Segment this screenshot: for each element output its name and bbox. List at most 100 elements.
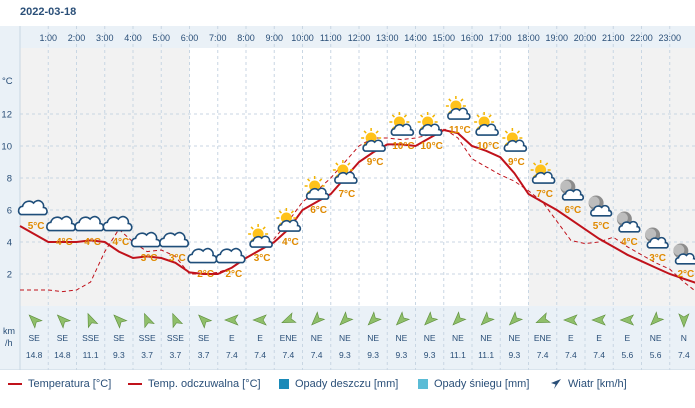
temperature-label: 10°C	[392, 141, 414, 152]
wind-arrow-icon	[395, 311, 411, 326]
wind-arrow-icon	[311, 311, 326, 326]
wind-unit-bottom: /h	[5, 338, 13, 348]
wind-speed-label: 9.3	[508, 350, 520, 360]
temperature-label: 3°C	[169, 253, 186, 264]
wind-speed-label: 7.4	[254, 350, 266, 360]
wind-direction-label: SSE	[167, 333, 184, 343]
hour-label: 3:00	[96, 33, 114, 43]
wind-arrow-icon	[172, 312, 184, 329]
legend-temperature-label: Temperatura [°C]	[28, 378, 112, 390]
cloud-icon	[74, 215, 105, 232]
y-tick-label: 6	[7, 206, 12, 217]
hour-label: 11:00	[320, 33, 342, 43]
hour-label: 10:00	[291, 33, 314, 43]
y-tick-label: 4	[7, 238, 12, 249]
legend-snow: Opady śniegu [mm]	[418, 378, 529, 390]
wind-direction-label: E	[596, 333, 602, 343]
hour-column	[585, 48, 614, 306]
temperature-label: 2°C	[677, 269, 694, 280]
wind-speed-label: 9.3	[424, 350, 436, 360]
wind-direction-label: NE	[395, 333, 407, 343]
wind-arrow-icon	[551, 379, 561, 389]
y-axis-unit: °C	[2, 76, 13, 87]
wind-direction-label: E	[257, 333, 263, 343]
temperature-label: 2°C	[225, 269, 242, 280]
wind-direction-label: E	[625, 333, 631, 343]
wind-direction-label: NE	[480, 333, 492, 343]
hour-label: 12:00	[348, 33, 371, 43]
hour-label: 7:00	[209, 33, 227, 43]
cloud-icon	[46, 215, 76, 232]
temperature-chart: 1:00 2:00 3:00 4:00 5:00 6:00 7:00 8:00 9:00 10:0…	[0, 26, 695, 370]
hour-column	[48, 48, 77, 306]
moon-cloud-icon	[560, 179, 584, 201]
cloud-icon	[187, 247, 218, 264]
hour-column	[359, 48, 388, 306]
wind-direction-label: SE	[198, 333, 210, 343]
wind-direction-label: NE	[339, 333, 351, 343]
temperature-label: 7°C	[338, 189, 355, 200]
temperature-line	[19, 128, 695, 284]
wind-direction-label: SSE	[82, 333, 99, 343]
hour-column	[613, 48, 642, 306]
wind-direction-label: NE	[508, 333, 520, 343]
wind-speed-label: 11.1	[83, 350, 99, 360]
temperature-label: 7°C	[536, 189, 553, 200]
temperature-label: 4°C	[84, 237, 101, 248]
hour-column	[104, 48, 133, 306]
temperature-label: 3°C	[649, 253, 666, 264]
y-tick-label: 10	[1, 142, 12, 153]
wind-direction-label: NE	[452, 333, 464, 343]
wind-direction-label: SE	[113, 333, 125, 343]
hour-label: 2:00	[68, 33, 86, 43]
temperature-swatch	[8, 383, 22, 385]
hour-label: 16:00	[461, 33, 484, 43]
wind-direction-label: SE	[28, 333, 40, 343]
wind-arrow-icon	[591, 314, 606, 326]
wind-arrow-icon	[87, 312, 99, 329]
temperature-label: 10°C	[477, 141, 499, 152]
hour-label: 21:00	[602, 33, 625, 43]
legend-feels-like: Temp. odczuwalna [°C]	[128, 378, 261, 390]
hour-label: 17:00	[489, 33, 512, 43]
hour-label: 14:00	[404, 33, 427, 43]
sun-cloud-icon	[361, 128, 386, 152]
hour-column	[415, 48, 444, 306]
sun-cloud-icon	[389, 112, 415, 136]
hour-column	[443, 48, 472, 306]
legend-wind-label: Wiatr [km/h]	[568, 378, 627, 390]
hour-label: 8:00	[237, 33, 255, 43]
temperature-label: 9°C	[367, 157, 384, 168]
wind-speed-label: 11.1	[478, 350, 494, 360]
legend-feels-like-label: Temp. odczuwalna [°C]	[148, 378, 261, 390]
moon-cloud-icon	[645, 227, 669, 249]
wind-arrow-icon	[281, 312, 297, 323]
wind-arrow-icon	[452, 311, 467, 326]
wind-speed-label: 14.8	[54, 350, 71, 360]
hour-column	[189, 48, 218, 306]
hour-column	[669, 48, 695, 306]
hour-column	[133, 48, 162, 306]
moon-cloud-icon	[588, 195, 613, 217]
hour-column	[76, 48, 105, 306]
wind-speed-label: 11.1	[450, 350, 466, 360]
wind-arrow-icon	[144, 312, 155, 329]
wind-direction-label: NE	[311, 333, 323, 343]
sun-cloud-icon	[332, 160, 358, 184]
hour-label: 4:00	[124, 33, 142, 43]
temperature-label: 2°C	[197, 269, 214, 280]
wind-arrow-icon	[252, 314, 267, 326]
temperature-label: 4°C	[56, 237, 73, 248]
sun-cloud-icon	[474, 112, 499, 136]
wind-arrow-icon	[339, 311, 354, 326]
chart-date: 2022-03-18	[20, 6, 77, 18]
cloud-icon	[215, 247, 246, 264]
legend-rain-label: Opady deszczu [mm]	[295, 378, 399, 390]
temperature-label: 10°C	[420, 141, 442, 152]
feels-like-line	[20, 127, 695, 293]
wind-direction-label: E	[229, 333, 235, 343]
moon-cloud-icon	[616, 211, 641, 233]
temperature-label: 6°C	[564, 205, 581, 216]
cloud-icon	[17, 199, 48, 216]
hour-label: 22:00	[630, 33, 653, 43]
